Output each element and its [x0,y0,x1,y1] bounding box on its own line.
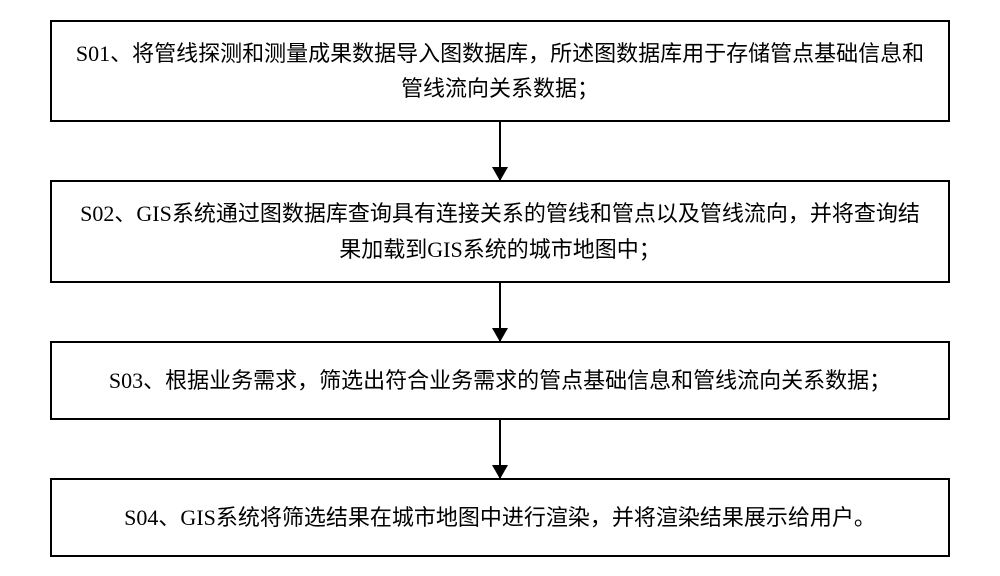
arrow-line [499,283,501,341]
flow-step-s01: S01、将管线探测和测量成果数据导入图数据库，所述图数据库用于存储管点基础信息和… [50,20,950,122]
arrow-s03-s04 [499,420,501,478]
flow-step-text: S03、根据业务需求，筛选出符合业务需求的管点基础信息和管线流向关系数据； [109,368,891,393]
flow-step-s03: S03、根据业务需求，筛选出符合业务需求的管点基础信息和管线流向关系数据； [50,341,950,420]
arrow-line [499,122,501,180]
arrow-s02-s03 [499,283,501,341]
arrow-line [499,420,501,478]
flow-step-s02: S02、GIS系统通过图数据库查询具有连接关系的管线和管点以及管线流向，并将查询… [50,180,950,282]
flow-step-text: S02、GIS系统通过图数据库查询具有连接关系的管线和管点以及管线流向，并将查询… [80,201,920,261]
arrow-s01-s02 [499,122,501,180]
flow-step-text: S04、GIS系统将筛选结果在城市地图中进行渲染，并将渲染结果展示给用户。 [124,505,876,530]
flow-step-text: S01、将管线探测和测量成果数据导入图数据库，所述图数据库用于存储管点基础信息和… [76,41,924,101]
flow-step-s04: S04、GIS系统将筛选结果在城市地图中进行渲染，并将渲染结果展示给用户。 [50,478,950,557]
